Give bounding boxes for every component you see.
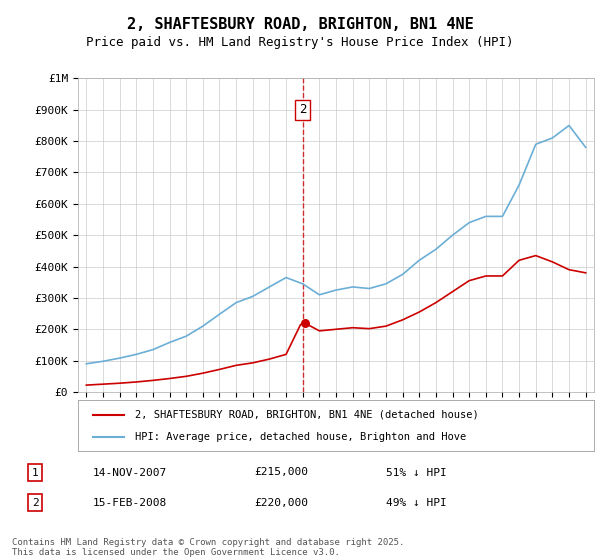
Text: £220,000: £220,000	[254, 498, 308, 508]
Text: 14-NOV-2007: 14-NOV-2007	[92, 468, 167, 478]
Point	[300, 319, 310, 328]
Text: 49% ↓ HPI: 49% ↓ HPI	[386, 498, 447, 508]
Text: 15-FEB-2008: 15-FEB-2008	[92, 498, 167, 508]
Text: 51% ↓ HPI: 51% ↓ HPI	[386, 468, 447, 478]
Text: 2, SHAFTESBURY ROAD, BRIGHTON, BN1 4NE: 2, SHAFTESBURY ROAD, BRIGHTON, BN1 4NE	[127, 17, 473, 32]
Text: 1: 1	[32, 468, 38, 478]
Text: 2: 2	[299, 103, 307, 116]
Text: 2: 2	[32, 498, 38, 508]
Text: £215,000: £215,000	[254, 468, 308, 478]
Text: HPI: Average price, detached house, Brighton and Hove: HPI: Average price, detached house, Brig…	[135, 432, 466, 442]
Text: 2, SHAFTESBURY ROAD, BRIGHTON, BN1 4NE (detached house): 2, SHAFTESBURY ROAD, BRIGHTON, BN1 4NE (…	[135, 409, 479, 419]
Text: Price paid vs. HM Land Registry's House Price Index (HPI): Price paid vs. HM Land Registry's House …	[86, 36, 514, 49]
Text: Contains HM Land Registry data © Crown copyright and database right 2025.
This d: Contains HM Land Registry data © Crown c…	[12, 538, 404, 557]
